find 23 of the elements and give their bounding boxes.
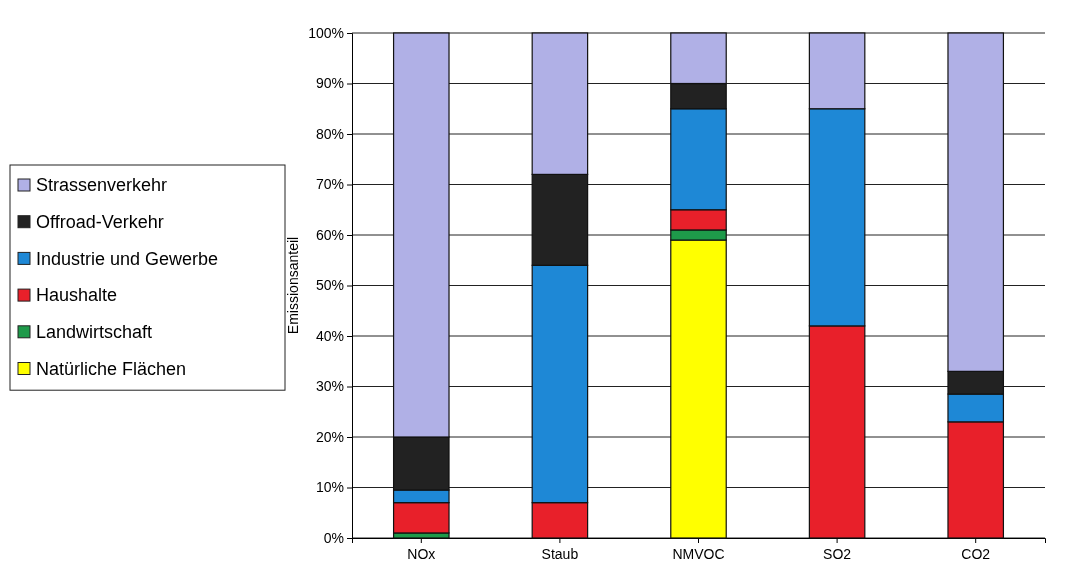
legend-label: Industrie und Gewerbe [36,248,219,269]
x-tick-label: NMVOC [672,545,725,562]
y-tick-label: 70% [315,176,344,193]
y-tick-label: 60% [315,226,344,243]
legend-label: Natürliche Flächen [36,358,187,379]
x-tick-label: NOx [407,545,436,562]
x-tick-label: CO2 [961,545,991,562]
y-tick-label: 20% [315,428,344,445]
y-tick-label: 30% [315,378,344,395]
x-tick-label: SO2 [823,545,852,562]
y-tick-label: 80% [315,125,344,142]
legend-label: Haushalte [36,285,118,306]
y-axis-title: Emissionsanteil [285,236,301,335]
legend-label: Offroad-Verkehr [36,212,164,232]
legend-label: Landwirtschaft [36,322,153,343]
y-tick-label: 0% [323,529,344,546]
legend-label: Strassenverkehr [36,175,168,196]
y-tick-label: 100% [308,24,344,41]
y-tick-label: 10% [315,479,344,496]
y-tick-label: 40% [315,327,344,344]
y-tick-label: 90% [315,75,344,92]
y-tick-label: 50% [315,277,344,294]
x-tick-label: Staub [541,545,579,562]
